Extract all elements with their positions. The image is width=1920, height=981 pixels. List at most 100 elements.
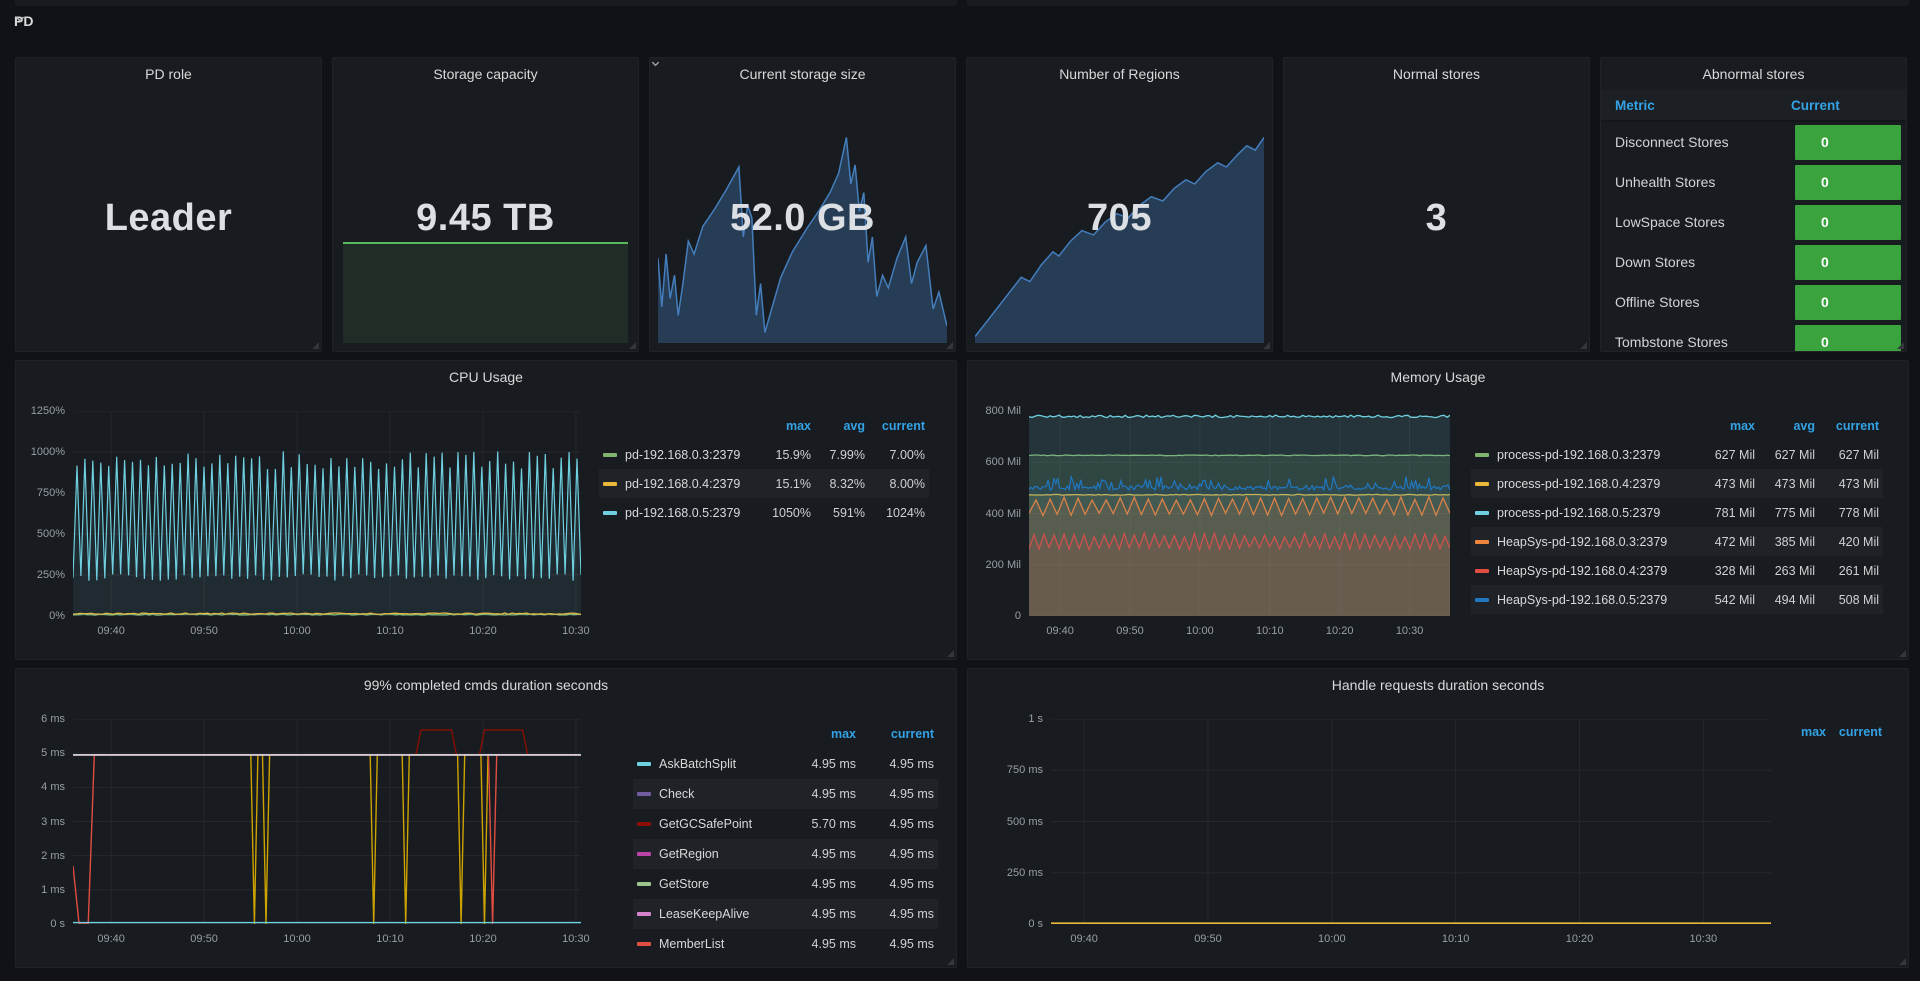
top-panel-edge-right	[967, 0, 1909, 6]
legend-column-header-max[interactable]: max	[785, 418, 811, 433]
memory-usage-plot[interactable]	[1029, 411, 1450, 616]
legend-series-name[interactable]: HeapSys-pd-192.168.0.5:2379	[1497, 592, 1668, 607]
cmds-duration-plot[interactable]	[73, 719, 581, 924]
legend-value-max: 15.9%	[775, 447, 811, 462]
panel-current-storage-size: Current storage size 52.0 GB	[649, 57, 956, 352]
legend-series-name[interactable]: pd-192.168.0.5:2379	[625, 505, 741, 520]
abnormal-store-row: Disconnect Stores 0	[1601, 122, 1906, 162]
cmds-duration-legend: max current AskBatchSplit 4.95 ms 4.95 ms Che…	[633, 719, 938, 959]
panel-title-handle-requests[interactable]: Handle requests duration seconds	[1331, 677, 1545, 693]
x-axis-tick: 10:30	[562, 625, 590, 637]
y-axis-tick: 600 Mil	[985, 456, 1021, 469]
y-axis-tick: 1 s	[1028, 713, 1043, 725]
legend-series-name[interactable]: HeapSys-pd-192.168.0.4:2379	[1497, 563, 1668, 578]
x-axis-tick: 10:00	[283, 933, 311, 945]
legend-series-name[interactable]: pd-192.168.0.4:2379	[625, 476, 741, 491]
panel-resize-handle[interactable]	[947, 958, 954, 965]
legend-series-name[interactable]: GetStore	[659, 877, 710, 891]
panel-resize-handle[interactable]	[1897, 342, 1904, 349]
abnormal-store-value: 0	[1795, 124, 1901, 160]
handle-requests-plot[interactable]	[1051, 719, 1771, 924]
legend-value-max: 15.1%	[775, 476, 811, 491]
x-axis-tick: 10:00	[283, 625, 311, 637]
legend-row: AskBatchSplit 4.95 ms 4.95 ms	[633, 749, 938, 779]
y-axis-tick: 2 ms	[41, 849, 65, 862]
series-color-swatch	[1475, 452, 1489, 457]
panel-resize-handle[interactable]	[1899, 958, 1906, 965]
panel-title-cpu-usage[interactable]: CPU Usage	[449, 369, 523, 385]
panel-title-storage-capacity[interactable]: Storage capacity	[433, 66, 538, 82]
legend-value-avg: 627 Mil	[1774, 447, 1815, 462]
panel-resize-handle[interactable]	[629, 342, 636, 349]
legend-value-max: 4.95 ms	[811, 877, 856, 891]
abnormal-store-row: Down Stores 0	[1601, 242, 1906, 282]
y-axis-tick: 250 ms	[1006, 866, 1043, 879]
legend-series-name[interactable]: GetRegion	[659, 847, 719, 861]
panel-resize-handle[interactable]	[947, 650, 954, 657]
legend-column-header-current[interactable]: current	[890, 727, 934, 741]
legend-series-name[interactable]: process-pd-192.168.0.4:2379	[1497, 476, 1661, 491]
abnormal-store-row: LowSpace Stores 0	[1601, 202, 1906, 242]
panel-number-of-regions: Number of Regions 705	[966, 57, 1273, 352]
column-header-metric[interactable]: Metric	[1615, 97, 1655, 113]
legend-series-name[interactable]: process-pd-192.168.0.3:2379	[1497, 447, 1661, 462]
x-axis-tick: 09:40	[97, 625, 125, 637]
panel-title-memory-usage[interactable]: Memory Usage	[1390, 369, 1486, 385]
section-header-pd[interactable]: PD	[14, 13, 33, 29]
panel-resize-handle[interactable]	[1263, 342, 1270, 349]
handle_requests-canvas[interactable]	[1051, 719, 1771, 924]
legend-column-header-avg[interactable]: avg	[843, 418, 865, 433]
legend-column-header-current[interactable]: current	[1835, 418, 1879, 433]
abnormal-store-value: 0	[1795, 284, 1901, 320]
cpu-usage-plot[interactable]	[73, 411, 581, 616]
panel-storage-capacity: Storage capacity 9.45 TB	[332, 57, 639, 352]
legend-series-name[interactable]: pd-192.168.0.3:2379	[625, 447, 741, 462]
panel-title-normal-stores[interactable]: Normal stores	[1392, 66, 1481, 82]
series-color-swatch	[603, 510, 617, 515]
memory-usage-legend: max avg current process-pd-192.168.0.3:2379…	[1471, 411, 1883, 614]
legend-column-header-current[interactable]: current	[881, 418, 925, 433]
cmds_duration-canvas[interactable]	[73, 719, 581, 924]
panel-resize-handle[interactable]	[312, 342, 319, 349]
panel-title-number-of-regions[interactable]: Number of Regions	[1059, 66, 1180, 82]
panel-resize-handle[interactable]	[1899, 650, 1906, 657]
legend-column-header-current[interactable]: current	[1838, 725, 1882, 739]
panel-title-pd-role[interactable]: PD role	[145, 66, 192, 82]
panel-menu-chevron-icon[interactable]	[650, 58, 661, 69]
panel-title-cmds-duration[interactable]: 99% completed cmds duration seconds	[363, 677, 609, 693]
panel-pd-role: PD role Leader	[15, 57, 322, 352]
series-color-swatch	[637, 912, 651, 916]
legend-row: HeapSys-pd-192.168.0.3:2379 472 Mil 385 Mi…	[1471, 527, 1883, 556]
legend-column-header-max[interactable]: max	[1729, 418, 1755, 433]
legend-series-name[interactable]: HeapSys-pd-192.168.0.3:2379	[1497, 534, 1668, 549]
panel-title-abnormal-stores[interactable]: Abnormal stores	[1702, 66, 1805, 82]
memory_usage-canvas[interactable]	[1029, 411, 1450, 616]
column-header-current[interactable]: Current	[1791, 97, 1840, 113]
legend-series-name[interactable]: Check	[659, 787, 695, 801]
legend-value-current: 627 Mil	[1838, 447, 1879, 462]
legend-value-max: 4.95 ms	[811, 847, 856, 861]
legend-value-current: 7.00%	[889, 447, 925, 462]
legend-value-current: 473 Mil	[1838, 476, 1879, 491]
cpu_usage-canvas[interactable]	[73, 411, 581, 616]
panel-resize-handle[interactable]	[1580, 342, 1587, 349]
abnormal-store-metric: Down Stores	[1615, 254, 1696, 270]
legend-column-header-max[interactable]: max	[830, 727, 856, 741]
legend-series-name[interactable]: AskBatchSplit	[659, 757, 737, 771]
legend-value-max: 473 Mil	[1714, 476, 1755, 491]
panel-title-current-storage-size[interactable]: Current storage size	[650, 58, 955, 90]
legend-series-name[interactable]: MemberList	[659, 937, 725, 951]
series-color-swatch	[637, 852, 651, 856]
x-axis-tick: 10:00	[1318, 933, 1346, 945]
x-axis-tick: 10:20	[1325, 625, 1354, 637]
legend-series-name[interactable]: GetGCSafePoint	[659, 817, 753, 831]
x-axis-tick: 10:30	[562, 933, 590, 945]
panel-resize-handle[interactable]	[946, 342, 953, 349]
x-axis-tick: 10:20	[1565, 933, 1594, 945]
legend-column-header-avg[interactable]: avg	[1793, 418, 1815, 433]
legend-series-name[interactable]: LeaseKeepAlive	[659, 907, 750, 921]
x-axis-tick: 10:10	[376, 933, 404, 945]
current-storage-size-value: 52.0 GB	[729, 197, 876, 239]
legend-column-header-max[interactable]: max	[1800, 725, 1826, 739]
legend-series-name[interactable]: process-pd-192.168.0.5:2379	[1497, 505, 1661, 520]
